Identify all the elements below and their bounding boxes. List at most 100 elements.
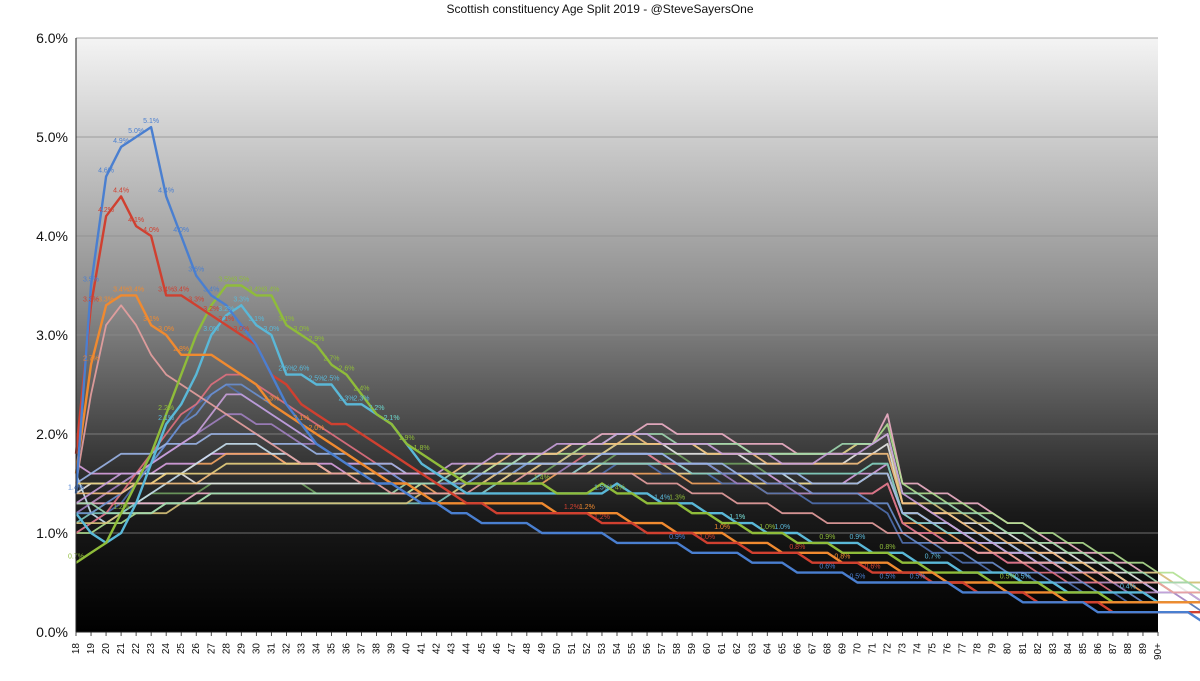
data-label: 0.5% [849,574,865,581]
data-label: 3.2% [218,306,234,313]
x-tick-label: 69 [837,643,848,655]
data-label: 3.3% [233,296,249,303]
data-label: 3.0% [293,326,309,333]
data-label: 2.9% [308,336,324,343]
data-label: 2.2% [369,405,385,412]
x-tick-label: 25 [176,643,187,655]
x-tick-label: 71 [867,643,878,655]
x-tick-label: 62 [732,643,743,655]
data-label: 1.4% [654,494,670,501]
x-tick-label: 20 [101,643,112,655]
data-label: 3.5% [218,277,234,284]
x-tick-label: 34 [311,643,322,655]
x-tick-label: 59 [687,643,698,655]
data-label: 3.1% [278,316,294,323]
x-tick-label: 53 [597,643,608,655]
data-label: 2.3% [263,395,279,402]
y-tick-label: 3.0% [36,327,68,343]
x-tick-label: 85 [1078,643,1089,655]
series-line-4 [75,304,1200,604]
data-label: 3.5% [83,277,99,284]
data-label: 0.9% [819,534,835,541]
x-tick-label: 67 [807,643,818,655]
x-tick-label: 55 [627,643,638,655]
x-tick-label: 89 [1138,643,1149,655]
x-tick-label: 27 [206,643,217,655]
chart-title: Scottish constituency Age Split 2019 - @… [446,2,754,16]
data-label: 3.4% [113,286,129,293]
x-tick-label: 22 [131,643,142,655]
data-label: 2.8% [173,346,189,353]
x-tick-label: 68 [822,643,833,655]
data-label: 4.2% [98,207,114,214]
x-tick-label: 24 [161,643,172,655]
y-tick-label: 4.0% [36,228,68,244]
data-label: 1.0% [699,534,715,541]
x-tick-label: 65 [777,643,788,655]
data-label: 3.3% [83,296,99,303]
data-label: 5.1% [143,118,159,125]
x-tick-label: 51 [567,643,578,655]
data-label: 2.7% [83,356,99,363]
x-tick-label: 26 [191,643,202,655]
x-tick-label: 30 [251,643,262,655]
data-label: 1.8% [414,445,430,452]
data-label: 0.4% [1120,583,1136,590]
x-tick-label: 81 [1018,643,1029,655]
x-tick-label: 79 [988,643,999,655]
data-label: 2.5% [308,376,324,383]
y-tick-label: 6.0% [36,30,68,46]
data-label: 0.6% [819,564,835,571]
x-tick-label: 74 [913,643,924,655]
data-label: 1.9% [399,435,415,442]
series-line-19 [75,442,1200,594]
x-tick-label: 58 [672,643,683,655]
data-label: 1.1% [729,514,745,521]
data-label: 3.3% [98,296,114,303]
data-label: 2.5% [323,376,339,383]
x-tick-label: 35 [326,643,337,655]
data-label: 2.3% [339,395,355,402]
x-tick-label: 87 [1108,643,1119,655]
x-tick-label: 36 [342,643,353,655]
data-label: 0.6% [864,564,880,571]
series-line-5 [75,304,1200,594]
data-label: 3.5% [233,277,249,284]
data-label: 4.9% [113,138,129,145]
x-tick-label: 42 [432,643,443,655]
data-label: 1.0% [774,524,790,531]
x-tick-label: 32 [281,643,292,655]
x-tick-label: 29 [236,643,247,655]
data-label: 2.3% [354,395,370,402]
data-label: 3.0% [158,326,174,333]
data-label: 1.2% [594,514,610,521]
data-label: 1.2% [579,504,595,511]
data-label: 3.2% [203,306,219,313]
x-tick-label: 63 [747,643,758,655]
x-tick-label: 33 [296,643,307,655]
x-tick-label: 39 [387,643,398,655]
data-label: 1.2% [113,504,129,511]
data-label: 1.5% [594,484,610,491]
series-line-3 [75,284,1200,604]
axes: 0.0% 1.0% 2.0% 3.0% 4.0% 5.0% 6.0% 18 19 20 21 22 23… [36,30,1164,660]
data-label: 1.0% [759,524,775,531]
x-tick-label: 57 [657,643,668,655]
x-tick-label: 52 [582,643,593,655]
data-label: 0.9% [849,534,865,541]
data-label: 2.6% [293,366,309,373]
data-label: 4.1% [128,217,144,224]
x-tick-label: 84 [1063,643,1074,655]
data-label: 0.5% [1000,574,1016,581]
x-tick-label: 90+ [1153,643,1164,660]
x-tick-label: 61 [717,643,728,655]
data-label: 1.0% [714,524,730,531]
data-label: 4.4% [158,187,174,194]
x-tick-label: 88 [1123,643,1134,655]
x-tick-label: 41 [417,643,428,655]
data-label: 2.1% [293,415,309,422]
x-tick-label: 66 [792,643,803,655]
series-group [74,125,1200,622]
data-labels-group: 1.4% 3.5% 4.6% 4.9% 5.0% 5.1% 4.4% 4.0% 3.6% 3.4%… [68,118,1136,590]
x-tick-label: 38 [372,643,383,655]
